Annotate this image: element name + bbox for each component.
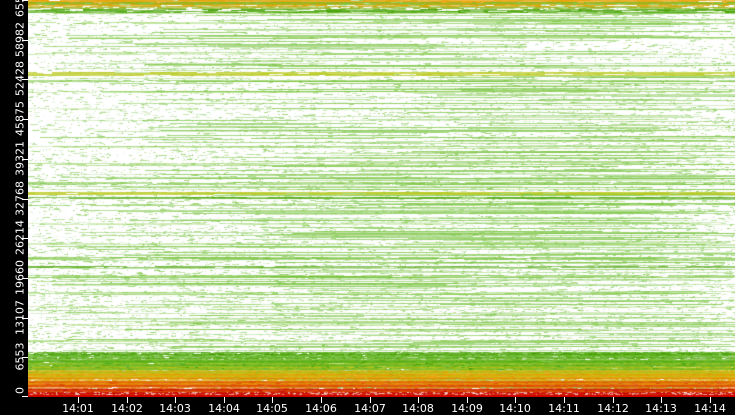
x-axis-tick <box>613 397 614 403</box>
x-axis-tick <box>564 397 565 403</box>
x-axis-tick <box>175 397 176 403</box>
x-axis-tick-label: 14:12 <box>597 402 629 415</box>
y-axis-tick-label: 32768 <box>13 181 27 216</box>
heatmap-plot-area[interactable] <box>28 0 735 397</box>
y-axis-tick <box>22 119 28 120</box>
y-axis-tick <box>22 0 28 1</box>
x-axis-tick <box>224 397 225 403</box>
heatmap-canvas[interactable] <box>28 0 735 397</box>
x-axis-tick-label: 14:07 <box>354 402 386 415</box>
x-axis-tick-label: 14:03 <box>159 402 191 415</box>
y-axis-tick-label: 19660 <box>13 260 27 295</box>
y-axis-tick-label: 13107 <box>13 300 27 335</box>
x-axis-tick <box>321 397 322 403</box>
y-axis-tick-label: 52428 <box>13 61 27 96</box>
y-axis-tick-label: 26214 <box>13 220 27 255</box>
y-axis-tick-label: 6553 <box>13 342 27 371</box>
x-axis-tick <box>127 397 128 403</box>
x-axis-tick <box>710 397 711 403</box>
x-axis: 14:01 14:02 14:03 14:04 14:05 14:06 14:07 14:08… <box>0 397 735 415</box>
x-axis-tick <box>418 397 419 403</box>
y-axis-tick-label: 58982 <box>13 22 27 57</box>
y-axis-tick-label: 39321 <box>13 141 27 176</box>
x-axis-tick-label: 14:05 <box>256 402 288 415</box>
y-axis-tick <box>22 40 28 41</box>
y-axis-tick <box>22 357 28 358</box>
y-axis-tick-label: 65536 <box>14 0 27 17</box>
x-axis-tick <box>78 397 79 403</box>
y-axis-tick <box>22 159 28 160</box>
y-axis-tick <box>22 396 28 397</box>
y-axis-tick <box>22 278 28 279</box>
x-axis-tick-label: 14:08 <box>402 402 434 415</box>
y-axis-tick <box>22 79 28 80</box>
x-axis-tick <box>661 397 662 403</box>
x-axis-tick <box>272 397 273 403</box>
x-axis-tick-label: 14:10 <box>499 402 531 415</box>
x-axis-tick-label: 14:04 <box>208 402 240 415</box>
y-axis: 0 6553 13107 19660 26214 32768 39321 45875 52428… <box>0 0 28 397</box>
y-axis-tick-label: 45875 <box>13 101 27 136</box>
x-axis-tick <box>467 397 468 403</box>
x-axis-tick-label: 14:02 <box>111 402 143 415</box>
y-axis-tick <box>22 199 28 200</box>
x-axis-tick <box>370 397 371 403</box>
x-axis-tick-label: 14:13 <box>645 402 677 415</box>
x-axis-tick <box>515 397 516 403</box>
y-axis-tick <box>22 318 28 319</box>
x-axis-tick-label: 14:01 <box>62 402 94 415</box>
x-axis-tick-label: 14:06 <box>305 402 337 415</box>
y-axis-tick <box>22 238 28 239</box>
x-axis-tick-label: 14:11 <box>548 402 580 415</box>
x-axis-tick-label: 14:14 <box>694 402 726 415</box>
x-axis-tick-label: 14:09 <box>451 402 483 415</box>
y-axis-tick-label: 0 <box>13 387 27 394</box>
